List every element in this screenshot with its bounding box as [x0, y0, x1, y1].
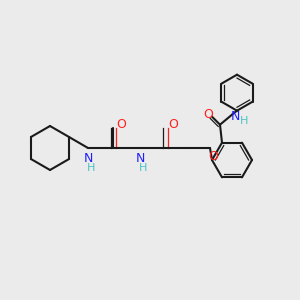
Text: H: H [139, 163, 147, 173]
Text: N: N [230, 110, 240, 123]
Text: H: H [240, 116, 248, 126]
Text: H: H [87, 163, 95, 173]
Text: O: O [203, 108, 213, 121]
Text: N: N [83, 152, 93, 164]
Text: O: O [208, 149, 218, 163]
Text: N: N [135, 152, 145, 164]
Text: O: O [116, 118, 126, 131]
Text: O: O [168, 118, 178, 131]
